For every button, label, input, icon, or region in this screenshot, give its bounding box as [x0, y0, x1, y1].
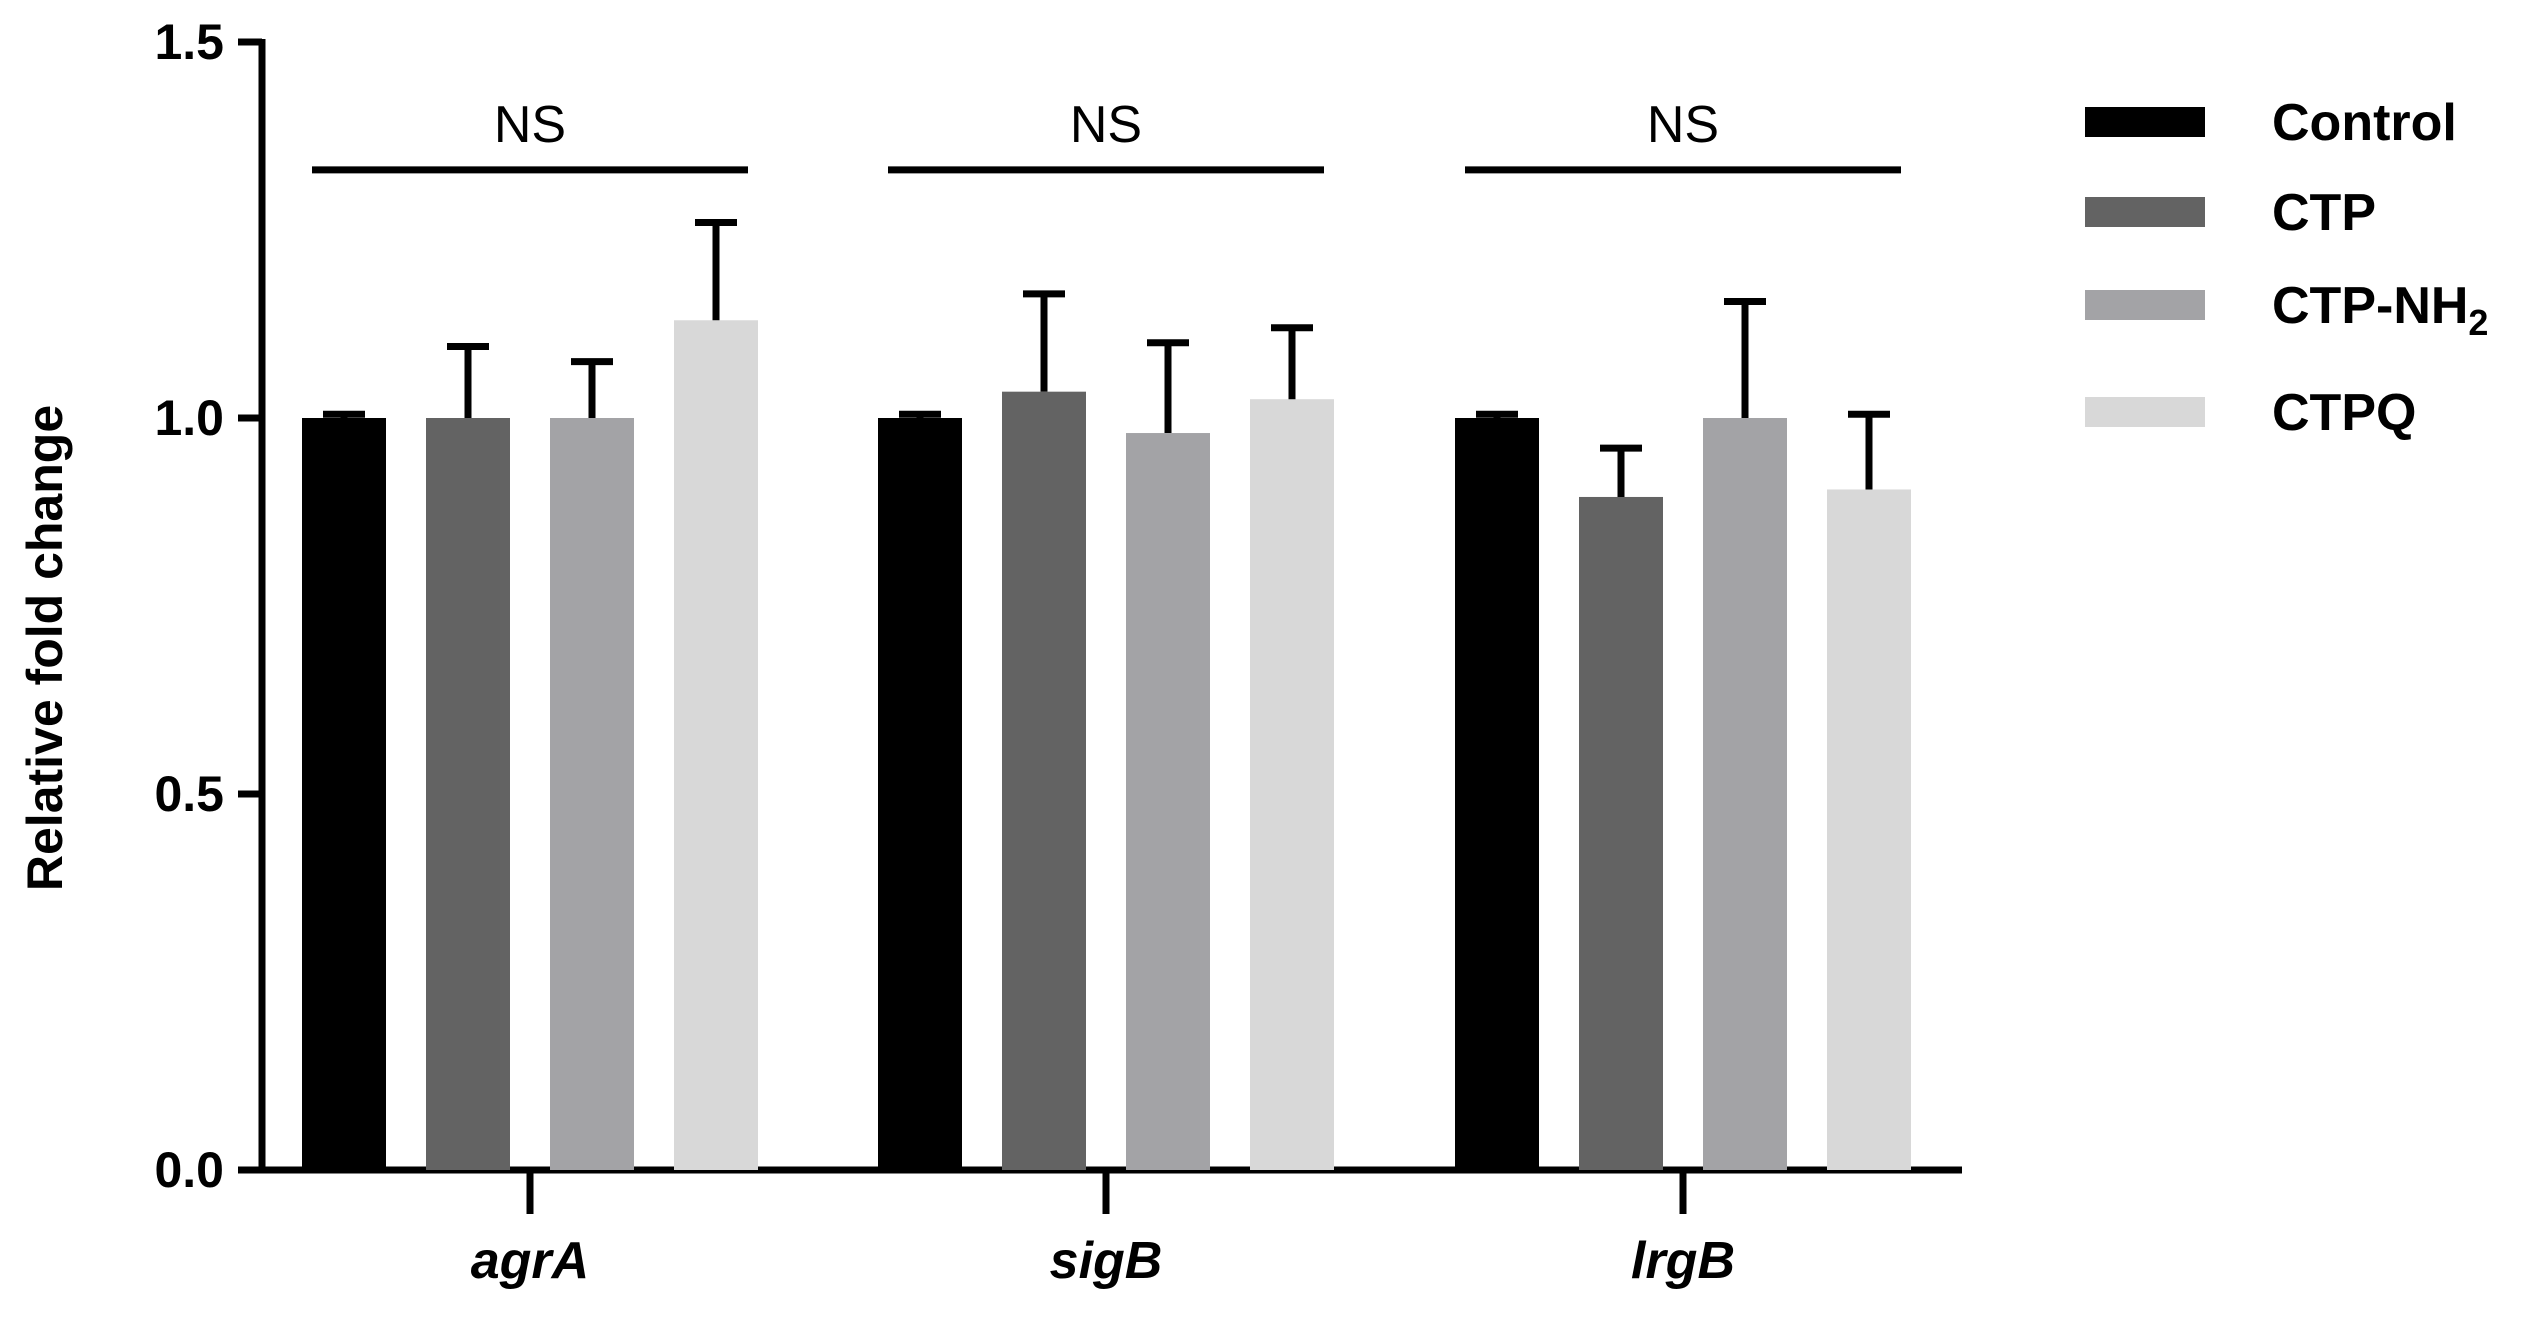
bar — [878, 418, 962, 1170]
bar — [1250, 399, 1334, 1170]
bar — [1579, 496, 1663, 1171]
y-tick-label: 0.5 — [154, 766, 224, 822]
bar — [1827, 489, 1911, 1170]
legend: Control CTP CTP-NH2 CTPQ — [2085, 94, 2488, 442]
legend-swatch — [2085, 107, 2205, 137]
bar — [426, 418, 510, 1170]
bar — [674, 320, 758, 1170]
legend-swatch — [2085, 197, 2205, 227]
significance-label: NS — [1070, 96, 1142, 154]
legend-label: CTP-NH2 — [2272, 277, 2488, 343]
annotations: NS NS NS — [312, 96, 1901, 174]
axes: 0.0 0.5 1.0 1.5 agrA sigB lrgB — [154, 14, 1962, 1290]
bar — [550, 418, 634, 1170]
legend-label: Control — [2272, 94, 2457, 152]
bar — [1002, 391, 1086, 1170]
legend-label-subscript: 2 — [2468, 302, 2488, 343]
bars — [302, 218, 1911, 1171]
legend-label: CTP — [2272, 184, 2376, 242]
y-axis-label: Relative fold change — [17, 405, 73, 891]
y-tick-label: 0.0 — [154, 1142, 224, 1198]
x-tick-label: agrA — [471, 1232, 589, 1290]
legend-swatch — [2085, 290, 2205, 320]
legend-swatch — [2085, 397, 2205, 427]
significance-label: NS — [494, 96, 566, 154]
significance-label: NS — [1647, 96, 1719, 154]
x-tick-label: sigB — [1050, 1232, 1163, 1290]
x-tick-label: lrgB — [1631, 1232, 1735, 1290]
bar — [1455, 418, 1539, 1170]
y-tick-label: 1.0 — [154, 390, 224, 446]
bar — [302, 418, 386, 1170]
y-tick-label: 1.5 — [154, 14, 224, 70]
bar — [1703, 418, 1787, 1170]
bar — [1126, 433, 1210, 1170]
legend-label: CTPQ — [2272, 384, 2416, 442]
